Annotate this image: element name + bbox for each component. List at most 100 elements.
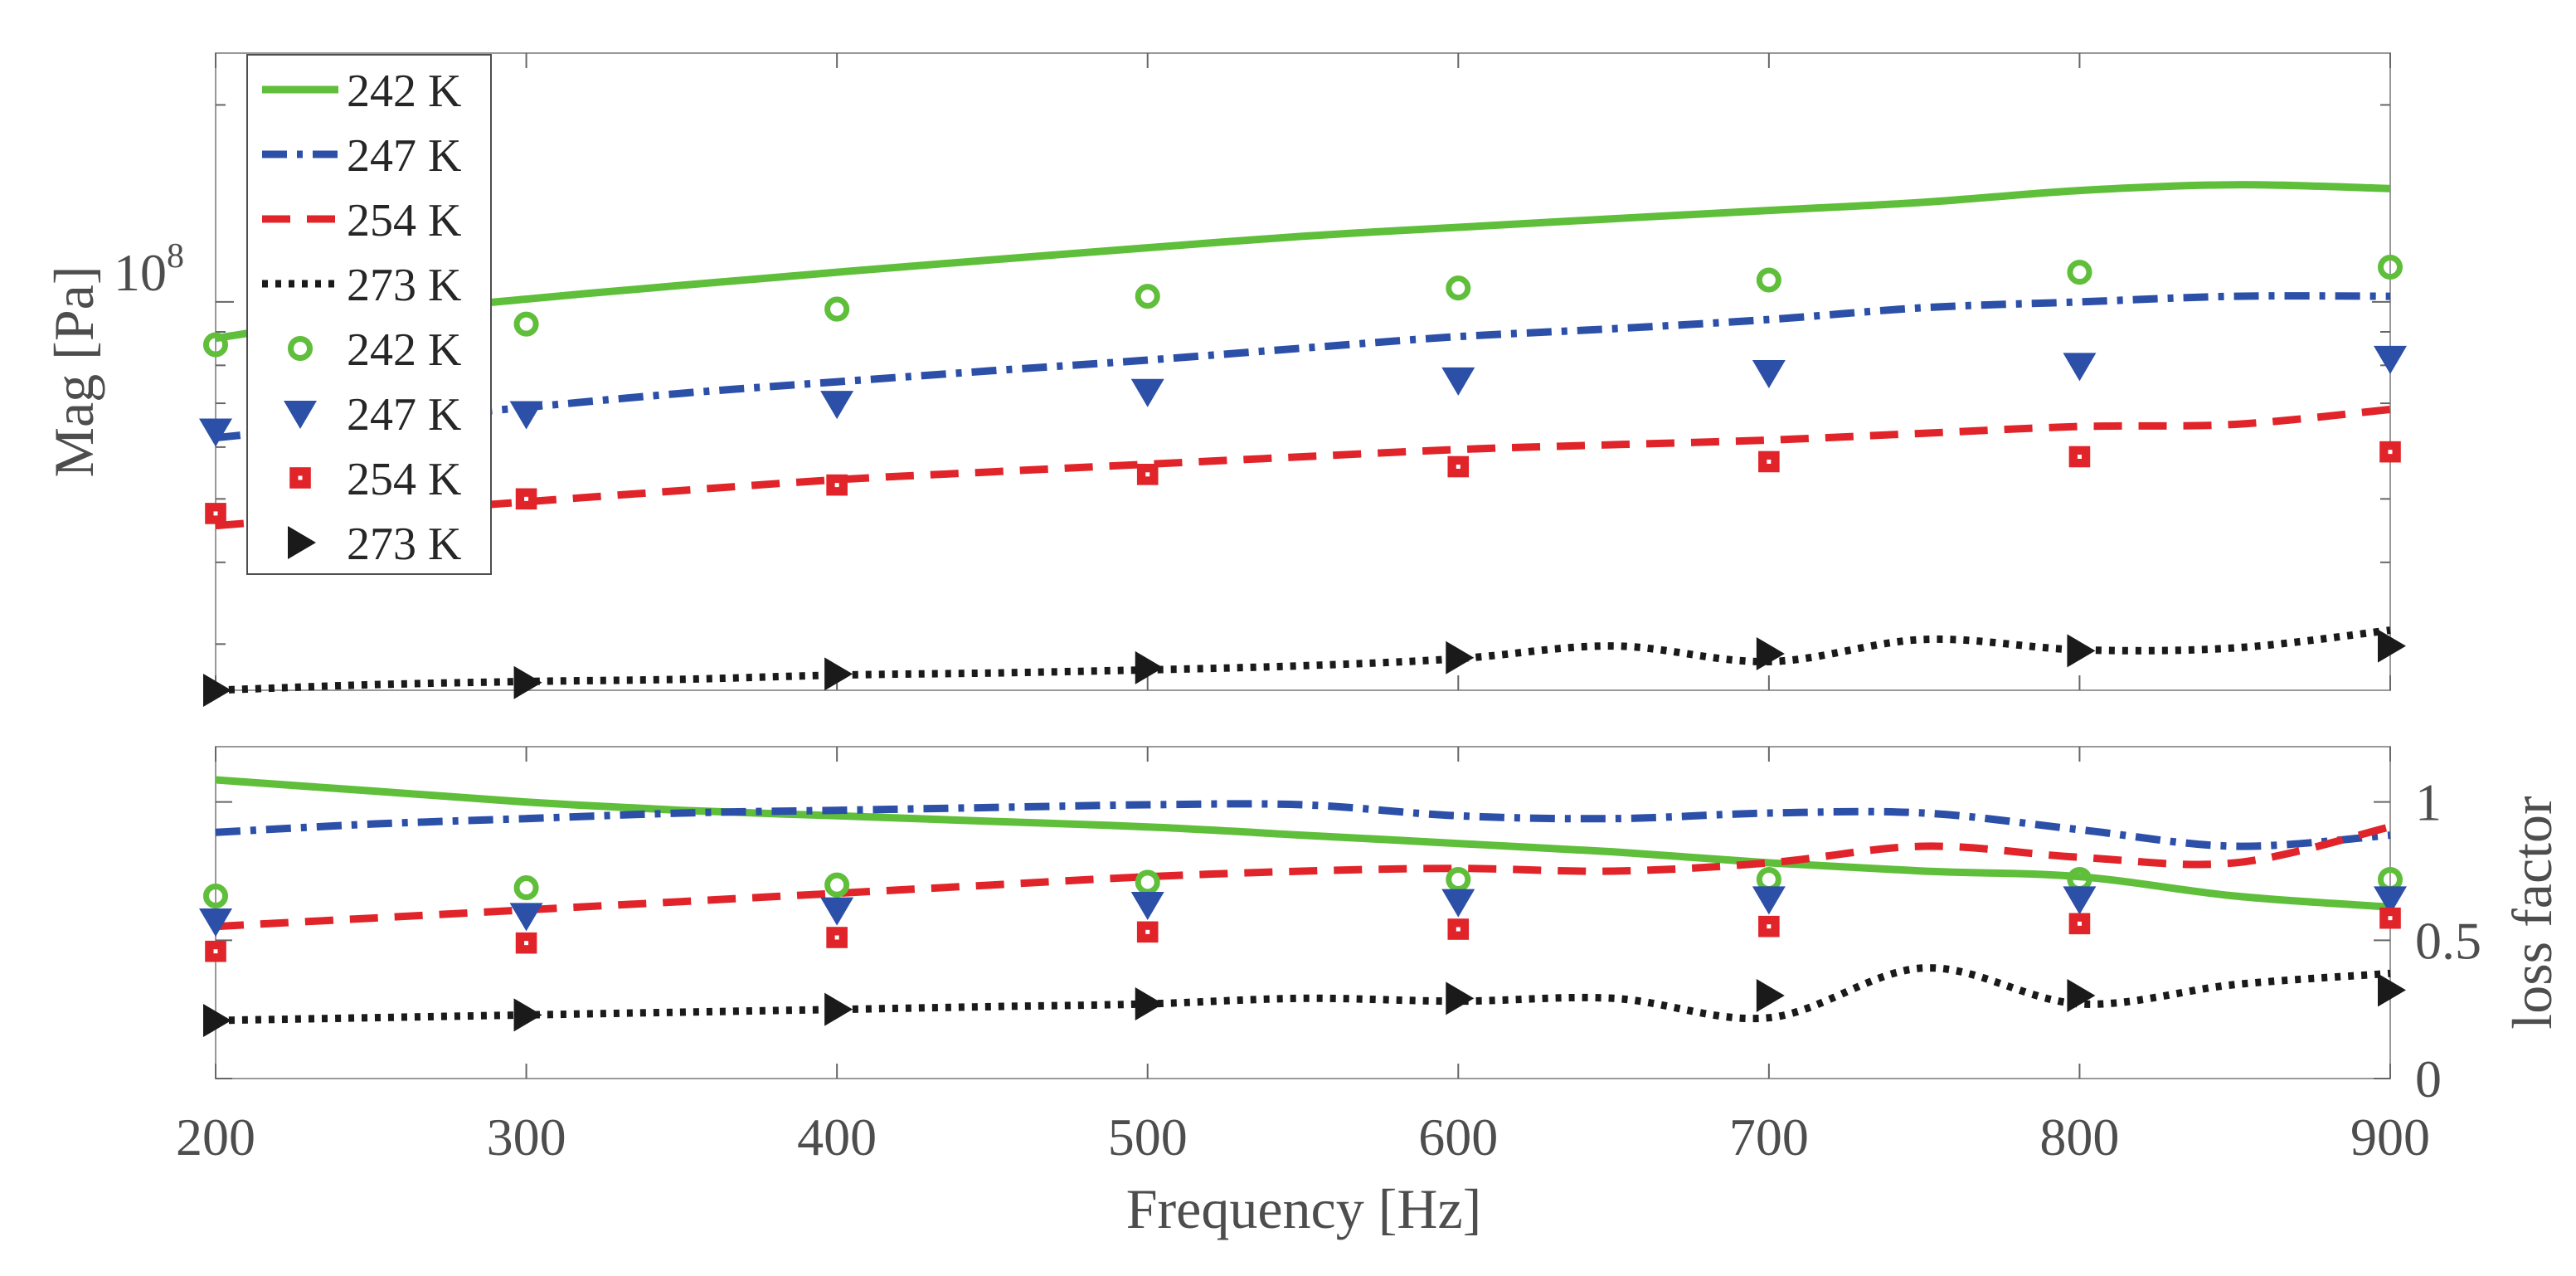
bottom-marker-247-k-triangle-down-900	[2374, 886, 2407, 915]
right-y-tick-label: 0	[2415, 1050, 2442, 1108]
legend-entry-label: 273 K	[347, 260, 461, 311]
x-tick-label: 600	[1418, 1108, 1498, 1166]
bottom-marker-242-k-circle-500	[1135, 869, 1160, 895]
legend-entry-label: 247 K	[347, 389, 461, 441]
bottom-series-line-242-k-solid	[215, 776, 2391, 911]
top-y-tick-label-base: 108	[114, 237, 184, 302]
bottom-marker-242-k-circle-200	[202, 883, 229, 909]
legend: 242 K 247 K 254 K 273 K 242 K 247 K 254 K 273 K	[246, 54, 492, 575]
top-marker-242-k-circle-800	[2067, 260, 2092, 285]
x-tick-label: 400	[797, 1108, 877, 1166]
bottom-marker-254-k-square-500-center	[1145, 929, 1150, 934]
x-tick-label: 200	[176, 1108, 255, 1166]
legend-entry-label: 254 K	[347, 195, 461, 246]
top-marker-273-k-triangle-right-900	[2378, 629, 2406, 663]
bottom-marker-273-k-triangle-right-800	[2067, 979, 2096, 1012]
bottom-marker-273-k-triangle-right-900	[2378, 973, 2406, 1007]
bottom-marker-254-k-square-400-center	[834, 935, 839, 940]
top-marker-273-k-triangle-right-700	[1756, 636, 1785, 670]
top-marker-254-k-square-900-center	[2388, 450, 2393, 455]
x-tick-label: 900	[2350, 1108, 2430, 1166]
top-marker-242-k-circle-300	[513, 311, 539, 337]
top-panel: 108 Mag [Pa]	[42, 52, 2407, 707]
top-marker-273-k-triangle-right-800	[2067, 634, 2096, 668]
top-marker-273-k-triangle-right-600	[1446, 640, 1475, 675]
right-y-tick-labels: 00.51	[2415, 773, 2481, 1108]
top-marker-247-k-triangle-down-200	[199, 418, 232, 447]
legend-swatch-marker-273-k-triangle-right	[288, 526, 316, 559]
legend-entry-label: 242 K	[347, 324, 461, 376]
top-plot-area	[215, 52, 2391, 691]
bottom-marker-254-k-square-300-center	[524, 941, 529, 946]
top-marker-247-k-triangle-down-300	[509, 401, 543, 430]
top-marker-254-k-square-800-center	[2077, 454, 2082, 459]
bottom-marker-254-k-square-600-center	[1456, 927, 1461, 932]
top-marker-242-k-circle-600	[1446, 275, 1471, 301]
top-marker-242-k-circle-500	[1135, 284, 1160, 309]
top-marker-273-k-triangle-right-400	[824, 657, 853, 691]
top-marker-242-k-circle-900	[2377, 255, 2403, 280]
bottom-marker-273-k-triangle-right-500	[1135, 987, 1164, 1020]
bottom-marker-247-k-triangle-down-500	[1130, 892, 1164, 920]
top-marker-273-k-triangle-right-300	[513, 665, 542, 699]
bottom-marker-254-k-square-800-center	[2077, 921, 2082, 926]
bottom-marker-273-k-triangle-right-200	[203, 1004, 231, 1037]
legend-entry-label: 242 K	[347, 66, 461, 117]
bottom-series-line-273-k-dotted	[215, 964, 2391, 1025]
top-marker-254-k-square-200-center	[213, 511, 218, 516]
bottom-marker-247-k-triangle-down-300	[509, 903, 543, 932]
bottom-panel: 200 300 400 500 600 700 800 900 00.51 Frequency…	[176, 746, 2564, 1240]
x-tick-label: 300	[487, 1108, 566, 1166]
bottom-series-line-254-k-dashed	[215, 823, 2392, 931]
right-y-tick-label: 1	[2415, 773, 2442, 832]
bottom-marker-242-k-circle-300	[513, 874, 539, 901]
legend-entry-label: 247 K	[347, 130, 461, 182]
bottom-markers	[199, 866, 2407, 1037]
top-series-line-273-k-dotted	[215, 626, 2391, 694]
top-marker-247-k-triangle-down-900	[2374, 345, 2407, 374]
top-marker-254-k-square-500-center	[1145, 472, 1150, 477]
top-marker-247-k-triangle-down-800	[2063, 353, 2097, 382]
top-marker-273-k-triangle-right-200	[203, 674, 231, 707]
legend-swatch-marker-247-k-triangle-down	[284, 401, 317, 429]
bottom-marker-254-k-square-200-center	[213, 949, 218, 954]
legend-entry-label: 273 K	[347, 519, 461, 570]
x-axis-title: Frequency [Hz]	[1126, 1177, 1482, 1240]
top-marker-254-k-square-600-center	[1456, 465, 1461, 470]
top-marker-247-k-triangle-down-500	[1130, 378, 1164, 407]
bottom-marker-273-k-triangle-right-700	[1756, 979, 1785, 1012]
bottom-marker-242-k-circle-600	[1446, 866, 1471, 893]
bottom-marker-247-k-triangle-down-600	[1441, 889, 1475, 918]
top-marker-273-k-triangle-right-500	[1135, 650, 1164, 684]
x-tick-labels: 200 300 400 500 600 700 800 900	[176, 1108, 2430, 1166]
bottom-marker-247-k-triangle-down-800	[2063, 886, 2097, 915]
x-tick-label: 700	[1729, 1108, 1809, 1166]
top-marker-247-k-triangle-down-700	[1752, 360, 1786, 389]
top-marker-247-k-triangle-down-400	[820, 391, 854, 420]
bottom-marker-247-k-triangle-down-700	[1752, 886, 1786, 915]
top-marker-254-k-square-700-center	[1767, 459, 1772, 464]
bottom-marker-242-k-circle-400	[824, 872, 850, 898]
right-y-tick-label: 0.5	[2415, 911, 2481, 970]
top-series-line-254-k-dashed	[215, 406, 2391, 530]
x-tick-label: 500	[1108, 1108, 1188, 1166]
bottom-marker-254-k-square-900-center	[2388, 916, 2393, 921]
legend-swatch-marker-242-k-circle	[287, 335, 313, 362]
top-marker-242-k-circle-700	[1756, 267, 1781, 293]
legend-entry-label: 254 K	[347, 454, 461, 505]
top-marker-242-k-circle-400	[824, 296, 850, 322]
bottom-series-line-247-k-dashdot	[215, 800, 2391, 850]
top-markers	[199, 255, 2407, 707]
top-y-axis-title: Mag [Pa]	[42, 266, 105, 478]
top-marker-247-k-triangle-down-600	[1441, 367, 1475, 396]
bottom-marker-273-k-triangle-right-600	[1446, 981, 1475, 1015]
top-series-line-242-k-solid	[215, 181, 2391, 343]
bottom-lines	[215, 776, 2392, 1025]
top-marker-242-k-circle-200	[202, 332, 229, 358]
bottom-marker-247-k-triangle-down-200	[199, 908, 232, 937]
legend-swatch-marker-254-k-square-center	[298, 475, 303, 480]
bottom-y-axis-title: loss factor	[2501, 796, 2564, 1030]
top-marker-254-k-square-400-center	[834, 483, 839, 488]
legend-box	[246, 54, 492, 575]
